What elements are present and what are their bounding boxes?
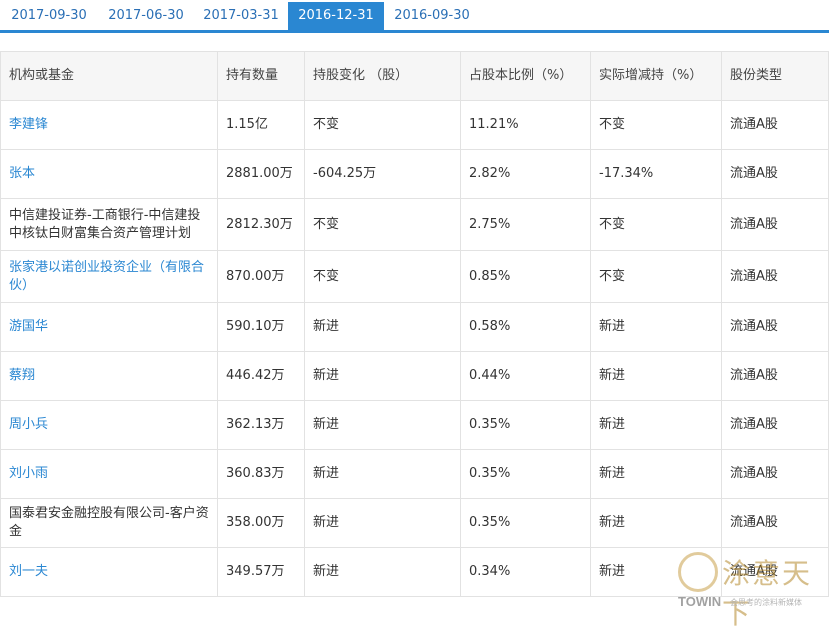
holder-cell: 刘一夫 — [0, 547, 218, 597]
ratio-cell: 2.82% — [460, 149, 591, 199]
table-row: 李建锋 1.15亿 不变 11.21% 不变 流通A股 — [0, 100, 829, 150]
share-type-cell: 流通A股 — [721, 250, 829, 303]
table-row: 中信建投证券-工商银行-中信建投中核钛白财富集合资产管理计划 2812.30万 不变… — [0, 198, 829, 251]
quantity-cell: 1.15亿 — [217, 100, 305, 150]
share-type-cell: 流通A股 — [721, 400, 829, 450]
shareholders-table-container: 机构或基金 持有数量 持股变化 （股） 占股本比例（%） 实际增减持（%） 股份… — [0, 51, 829, 597]
col-header-share-type: 股份类型 — [721, 51, 829, 101]
actual-change-cell: 新进 — [590, 498, 722, 548]
holder-name: 国泰君安金融控股有限公司-客户资金 — [9, 506, 209, 539]
change-cell: 新进 — [304, 351, 461, 401]
col-header-quantity: 持有数量 — [217, 51, 305, 101]
col-header-holder: 机构或基金 — [0, 51, 218, 101]
share-type-cell: 流通A股 — [721, 149, 829, 199]
holder-cell: 周小兵 — [0, 400, 218, 450]
change-cell: 不变 — [304, 250, 461, 303]
change-cell: 不变 — [304, 100, 461, 150]
actual-change-cell: -17.34% — [590, 149, 722, 199]
holder-cell: 国泰君安金融控股有限公司-客户资金 — [0, 498, 218, 548]
share-type-cell: 流通A股 — [721, 498, 829, 548]
holder-cell: 刘小雨 — [0, 449, 218, 499]
quantity-cell: 870.00万 — [217, 250, 305, 303]
table-row: 刘小雨 360.83万 新进 0.35% 新进 流通A股 — [0, 449, 829, 499]
tab-2017-06-30[interactable]: 2017-06-30 — [108, 8, 184, 23]
col-header-change: 持股变化 （股） — [304, 51, 461, 101]
col-header-actual: 实际增减持（%） — [590, 51, 722, 101]
ratio-cell: 0.35% — [460, 400, 591, 450]
share-type-cell: 流通A股 — [721, 351, 829, 401]
holder-link[interactable]: 周小兵 — [9, 417, 49, 432]
col-header-ratio: 占股本比例（%） — [460, 51, 591, 101]
ratio-cell: 11.21% — [460, 100, 591, 150]
quantity-cell: 590.10万 — [217, 302, 305, 352]
tab-2017-03-31[interactable]: 2017-03-31 — [203, 8, 279, 23]
holder-link[interactable]: 刘小雨 — [9, 466, 49, 481]
tab-2016-12-31[interactable]: 2016-12-31 — [288, 2, 384, 30]
actual-change-cell: 新进 — [590, 351, 722, 401]
holder-cell: 蔡翔 — [0, 351, 218, 401]
holder-link[interactable]: 张家港以诺创业投资企业（有限合伙） — [9, 259, 205, 293]
change-cell: 新进 — [304, 449, 461, 499]
table-header-row: 机构或基金 持有数量 持股变化 （股） 占股本比例（%） 实际增减持（%） 股份… — [0, 51, 829, 101]
holder-cell: 中信建投证券-工商银行-中信建投中核钛白财富集合资产管理计划 — [0, 198, 218, 251]
share-type-cell: 流通A股 — [721, 100, 829, 150]
actual-change-cell: 新进 — [590, 400, 722, 450]
actual-change-cell: 新进 — [590, 302, 722, 352]
change-cell: 新进 — [304, 498, 461, 548]
change-cell: 新进 — [304, 547, 461, 597]
quantity-cell: 360.83万 — [217, 449, 305, 499]
actual-change-cell: 新进 — [590, 547, 722, 597]
quantity-cell: 2881.00万 — [217, 149, 305, 199]
holder-link[interactable]: 张本 — [9, 166, 36, 181]
change-cell: 新进 — [304, 302, 461, 352]
holder-name: 中信建投证券-工商银行-中信建投中核钛白财富集合资产管理计划 — [9, 207, 201, 241]
table-body: 李建锋 1.15亿 不变 11.21% 不变 流通A股 张本 2881.00万 -604.25万… — [0, 100, 829, 597]
change-cell: -604.25万 — [304, 149, 461, 199]
ratio-cell: 0.34% — [460, 547, 591, 597]
tab-underline — [0, 30, 829, 33]
table-row: 刘一夫 349.57万 新进 0.34% 新进 流通A股 — [0, 547, 829, 597]
quantity-cell: 2812.30万 — [217, 198, 305, 251]
quantity-cell: 349.57万 — [217, 547, 305, 597]
ratio-cell: 0.85% — [460, 250, 591, 303]
actual-change-cell: 不变 — [590, 250, 722, 303]
share-type-cell: 流通A股 — [721, 547, 829, 597]
shareholders-table: 机构或基金 持有数量 持股变化 （股） 占股本比例（%） 实际增减持（%） 股份… — [0, 51, 829, 597]
table-row: 周小兵 362.13万 新进 0.35% 新进 流通A股 — [0, 400, 829, 450]
change-cell: 新进 — [304, 400, 461, 450]
actual-change-cell: 新进 — [590, 449, 722, 499]
share-type-cell: 流通A股 — [721, 302, 829, 352]
ratio-cell: 0.58% — [460, 302, 591, 352]
tab-2016-09-30[interactable]: 2016-09-30 — [394, 8, 470, 23]
ratio-cell: 0.44% — [460, 351, 591, 401]
table-row: 蔡翔 446.42万 新进 0.44% 新进 流通A股 — [0, 351, 829, 401]
ratio-cell: 0.35% — [460, 449, 591, 499]
share-type-cell: 流通A股 — [721, 198, 829, 251]
holder-cell: 李建锋 — [0, 100, 218, 150]
table-row: 张家港以诺创业投资企业（有限合伙） 870.00万 不变 0.85% 不变 流通A股 — [0, 250, 829, 303]
watermark-slogan: 会思考的涂料新媒体 — [730, 598, 802, 607]
holder-link[interactable]: 蔡翔 — [9, 368, 36, 383]
actual-change-cell: 不变 — [590, 198, 722, 251]
quantity-cell: 446.42万 — [217, 351, 305, 401]
holder-cell: 张本 — [0, 149, 218, 199]
share-type-cell: 流通A股 — [721, 449, 829, 499]
actual-change-cell: 不变 — [590, 100, 722, 150]
holder-cell: 游国华 — [0, 302, 218, 352]
holder-link[interactable]: 刘一夫 — [9, 564, 49, 579]
holder-cell: 张家港以诺创业投资企业（有限合伙） — [0, 250, 218, 303]
ratio-cell: 0.35% — [460, 498, 591, 548]
tab-2017-09-30[interactable]: 2017-09-30 — [11, 8, 87, 23]
table-row: 张本 2881.00万 -604.25万 2.82% -17.34% 流通A股 — [0, 149, 829, 199]
holder-link[interactable]: 李建锋 — [9, 117, 49, 132]
holder-link[interactable]: 游国华 — [9, 319, 49, 334]
report-date-tabs: 2017-09-30 2017-06-30 2017-03-31 2016-12… — [0, 0, 829, 34]
change-cell: 不变 — [304, 198, 461, 251]
table-row: 游国华 590.10万 新进 0.58% 新进 流通A股 — [0, 302, 829, 352]
ratio-cell: 2.75% — [460, 198, 591, 251]
quantity-cell: 358.00万 — [217, 498, 305, 548]
quantity-cell: 362.13万 — [217, 400, 305, 450]
table-row: 国泰君安金融控股有限公司-客户资金 358.00万 新进 0.35% 新进 流通A股 — [0, 498, 829, 548]
